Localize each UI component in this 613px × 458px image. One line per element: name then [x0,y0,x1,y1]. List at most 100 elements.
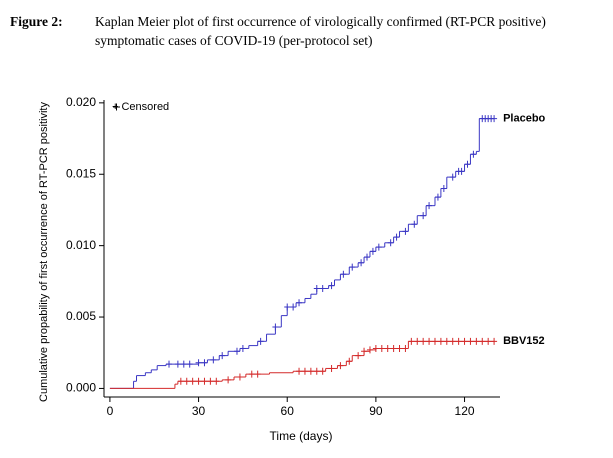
censor-mark [369,247,376,255]
censor-mark [290,303,297,311]
legend-label: + Censored [112,101,169,113]
censor-mark [239,344,246,352]
censor-mark [313,367,320,375]
censor-mark [378,344,385,352]
censor-mark [195,359,202,367]
censor-mark [420,337,427,345]
y-tick-label: 0.015 [66,166,96,180]
censor-mark [201,377,208,385]
censor-mark [328,282,335,290]
censor-mark [210,356,217,364]
censor-mark [183,377,190,385]
censor-mark [340,270,347,278]
y-tick-label: 0.020 [66,95,96,109]
legend-symbol [113,103,120,111]
censor-mark [349,263,356,271]
censor-mark [301,367,308,375]
censor-mark [219,352,226,360]
censor-mark [337,362,344,370]
censor-mark [313,284,320,292]
censor-mark [464,160,471,168]
censor-mark [393,233,400,241]
y-axis-title: Cumulative propability of first occurren… [38,102,50,402]
censor-mark [431,337,438,345]
censor-mark [254,370,261,378]
censor-mark [284,303,291,311]
censor-mark [443,337,450,345]
censor-mark [355,352,362,360]
censor-mark [402,227,409,235]
censor-mark [375,243,382,251]
censor-mark [426,202,433,210]
censor-mark [364,253,371,261]
censor-mark [402,344,409,352]
censor-mark [180,360,187,368]
censor-mark [426,337,433,345]
censor-mark [396,344,403,352]
censor-mark [449,173,456,181]
censor-mark [319,367,326,375]
censor-mark [358,259,365,267]
censor-mark [296,299,303,307]
censor-mark [491,337,498,345]
censor-mark [387,239,394,247]
censor-mark [166,360,173,368]
x-tick-label: 30 [192,404,206,418]
censor-mark [225,376,232,384]
censor-mark [467,337,474,345]
y-tick-label: 0.010 [66,238,96,252]
x-axis-title: Time (days) [270,429,333,443]
censor-mark [189,377,196,385]
censor-mark [307,367,314,375]
x-tick-label: 0 [107,404,114,418]
censor-mark [473,337,480,345]
x-tick-label: 60 [281,404,295,418]
censor-mark [461,337,468,345]
censor-mark [213,377,220,385]
y-tick-label: 0.000 [66,381,96,395]
censor-mark [390,344,397,352]
censor-mark [236,373,243,381]
censor-mark [420,212,427,220]
x-tick-label: 90 [369,404,383,418]
figure-title: Kaplan Meier plot of first occurrence of… [95,14,546,48]
x-tick-label: 120 [455,404,475,418]
censor-mark [361,347,368,355]
censor-mark [328,364,335,372]
censor-mark [408,337,415,345]
censor-mark [346,357,353,365]
censor-mark [491,115,498,123]
censor-mark [257,337,264,345]
y-tick-label: 0.005 [66,309,96,323]
series-label: Placebo [503,112,545,124]
censor-mark [479,337,486,345]
censor-mark [177,377,184,385]
censor-mark [470,150,477,158]
censor-mark [449,337,456,345]
censor-mark [201,359,208,367]
censor-mark [207,377,214,385]
censor-mark [248,370,255,378]
censor-mark [195,377,202,385]
censor-mark [437,337,444,345]
censor-mark [233,347,240,355]
censor-mark [440,185,447,193]
censor-mark [485,337,492,345]
censor-mark [411,220,418,228]
censor-mark [174,360,181,368]
series-label: BBV152 [503,335,545,347]
censor-mark [455,337,462,345]
censor-mark [414,337,421,345]
censor-mark [296,367,303,375]
censor-mark [384,344,391,352]
censor-mark [319,284,326,292]
censor-mark [458,167,465,175]
censor-mark [434,193,441,201]
censor-mark [372,344,379,352]
censor-mark [272,323,279,331]
censor-mark [186,360,193,368]
figure-label: Figure 2: [10,14,63,29]
censor-mark [366,346,373,354]
